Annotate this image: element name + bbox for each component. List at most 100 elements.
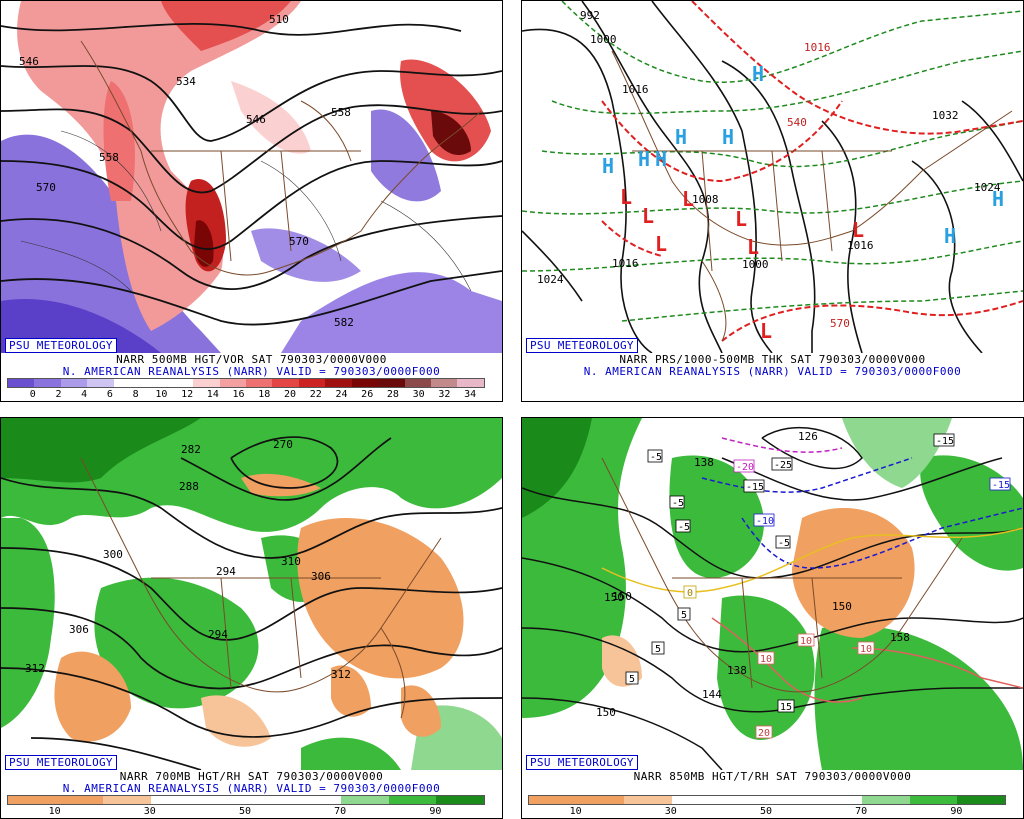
height-contour-labels: 270 282 288 300 310 306 294 294 306 312 …	[25, 438, 351, 681]
colorbar-swatch	[766, 796, 815, 804]
high-pressure-marker: H	[638, 147, 650, 171]
temperature-label: -20	[733, 459, 755, 473]
panel-valid-caption: N. AMERICAN REANALYSIS (NARR) VALID = 79…	[583, 365, 962, 378]
high-pressure-markers: H H H H H H H H	[602, 62, 1004, 248]
colorbar-tick-label: 10	[48, 806, 61, 817]
temperature-label: -5	[669, 495, 685, 509]
svg-text:10: 10	[760, 654, 772, 665]
contour-label: 300	[103, 548, 123, 561]
map-700mb-humidity: 270 282 288 300 310 306 294 294 306 312 …	[1, 418, 502, 770]
temperature-label: 15	[777, 699, 795, 713]
humidity-colorbar	[7, 795, 485, 805]
colorbar-swatch	[245, 379, 273, 387]
high-pressure-marker: H	[752, 62, 764, 86]
panel-caption: NARR 850MB HGT/T/RH SAT 790303/0000V000	[633, 770, 912, 783]
colorbar-tick-label: 34	[464, 389, 477, 400]
contour-label: 534	[176, 75, 196, 88]
colorbar-tick-label: 18	[258, 389, 271, 400]
colorbar-swatch	[219, 379, 246, 387]
contour-label: 558	[99, 151, 119, 164]
psu-meteorology-badge: PSU METEOROLOGY	[526, 755, 638, 770]
svg-text:-5: -5	[678, 522, 690, 533]
high-pressure-marker: H	[992, 187, 1004, 211]
colorbar-tick-label: 70	[334, 806, 347, 817]
colorbar-swatch	[113, 379, 141, 387]
colorbar-swatch	[245, 796, 294, 804]
colorbar-swatch	[8, 379, 35, 387]
colorbar-tick-label: 2	[55, 389, 62, 400]
vorticity-colorbar-ticks: 0 2 4 6 8 10 12 14 16 18 20 22 24 26 28 30 32 34	[7, 389, 483, 401]
colorbar-swatch	[34, 379, 61, 387]
contour-label: 126	[798, 430, 818, 443]
panel-caption: NARR PRS/1000-500MB THK SAT 790303/0000V…	[619, 353, 926, 366]
colorbar-swatch	[814, 796, 863, 804]
contour-label: 1016	[622, 83, 649, 96]
svg-text:-5: -5	[650, 452, 662, 463]
low-pressure-marker: L	[655, 232, 667, 256]
contour-label: 288	[179, 480, 199, 493]
psu-meteorology-badge: PSU METEOROLOGY	[5, 338, 117, 353]
temperature-label: 20	[755, 725, 773, 739]
colorbar-swatch	[624, 796, 672, 804]
panel-700mb-humidity: 270 282 288 300 310 306 294 294 306 312 …	[0, 417, 503, 819]
colorbar-swatch	[150, 796, 199, 804]
contour-label: 306	[69, 623, 89, 636]
contour-label: 1032	[932, 109, 959, 122]
contour-label: 144	[702, 688, 722, 701]
contour-label: 294	[216, 565, 236, 578]
colorbar-swatch	[298, 379, 326, 387]
high-pressure-marker: H	[655, 147, 667, 171]
colorbar-swatch	[103, 796, 151, 804]
humidity-colorbar	[528, 795, 1006, 805]
contour-label: 158	[890, 631, 910, 644]
colorbar-tick-label: 4	[81, 389, 88, 400]
contour-label: 546	[19, 55, 39, 68]
panel-caption: NARR 700MB HGT/RH SAT 790303/0000V000	[119, 770, 384, 783]
colorbar-swatch	[404, 379, 431, 387]
temperature-label: 5	[651, 641, 665, 655]
low-pressure-marker: L	[852, 218, 864, 242]
svg-text:0: 0	[687, 588, 693, 599]
colorbar-swatch	[341, 796, 389, 804]
panel-500mb-vorticity: 510 546 534 546 558 570 570 582 558 PSU …	[0, 0, 503, 402]
colorbar-swatch	[140, 379, 167, 387]
colorbar-tick-label: 30	[412, 389, 425, 400]
temperature-label: -10	[753, 513, 775, 527]
colorbar-tick-label: 22	[309, 389, 322, 400]
pressure-contour-labels: 992 1000 1016 1016 540 1008 1024 1016 10…	[537, 9, 1001, 330]
contour-label: 570	[830, 317, 850, 330]
colorbar-swatch	[166, 379, 194, 387]
temperature-label: -25	[771, 457, 793, 471]
temperature-label: -15	[933, 433, 955, 447]
colorbar-tick-label: 12	[181, 389, 194, 400]
contour-label: 150	[604, 591, 624, 604]
contour-label: 510	[269, 13, 289, 26]
colorbar-tick-label: 30	[664, 806, 677, 817]
low-pressure-markers: L L L L L L L L	[620, 185, 864, 343]
svg-text:-15: -15	[936, 436, 954, 447]
temperature-label: -5	[775, 535, 791, 549]
panel-pressure-thickness: 992 1000 1016 1016 540 1008 1024 1016 10…	[521, 0, 1024, 402]
low-pressure-marker: L	[747, 235, 759, 259]
temperature-label: -5	[675, 519, 691, 533]
svg-text:20: 20	[758, 728, 770, 739]
panel-850mb-temperature-humidity: 126 138 150 150 150 138 144 150 158 -5 -…	[521, 417, 1024, 819]
height-contour-labels: 126 138 150 150 150 138 144 150 158	[596, 430, 910, 719]
contour-label: 1000	[590, 33, 617, 46]
temperature-label: -15	[743, 479, 765, 493]
colorbar-tick-label: 20	[283, 389, 297, 400]
temperature-labels: -5 -5 -5 -5 -10 -15 -20 -25 -15 -15 0 5 …	[625, 433, 1011, 739]
colorbar-tick-label: 32	[438, 389, 451, 400]
humidity-colorbar-ticks: 10 30 50 70 90	[528, 806, 1004, 818]
map-850mb-temperature-humidity: 126 138 150 150 150 138 144 150 158 -5 -…	[522, 418, 1023, 770]
colorbar-tick-label: 90	[950, 806, 963, 817]
contour-label: 312	[25, 662, 45, 675]
colorbar-swatch	[671, 796, 720, 804]
low-pressure-marker: L	[642, 204, 654, 228]
vorticity-colorbar	[7, 378, 485, 388]
colorbar-tick-label: 6	[106, 389, 113, 400]
contour-label: 992	[580, 9, 600, 22]
colorbar-swatch	[272, 379, 299, 387]
svg-text:5: 5	[681, 610, 687, 621]
svg-text:-25: -25	[774, 460, 792, 471]
